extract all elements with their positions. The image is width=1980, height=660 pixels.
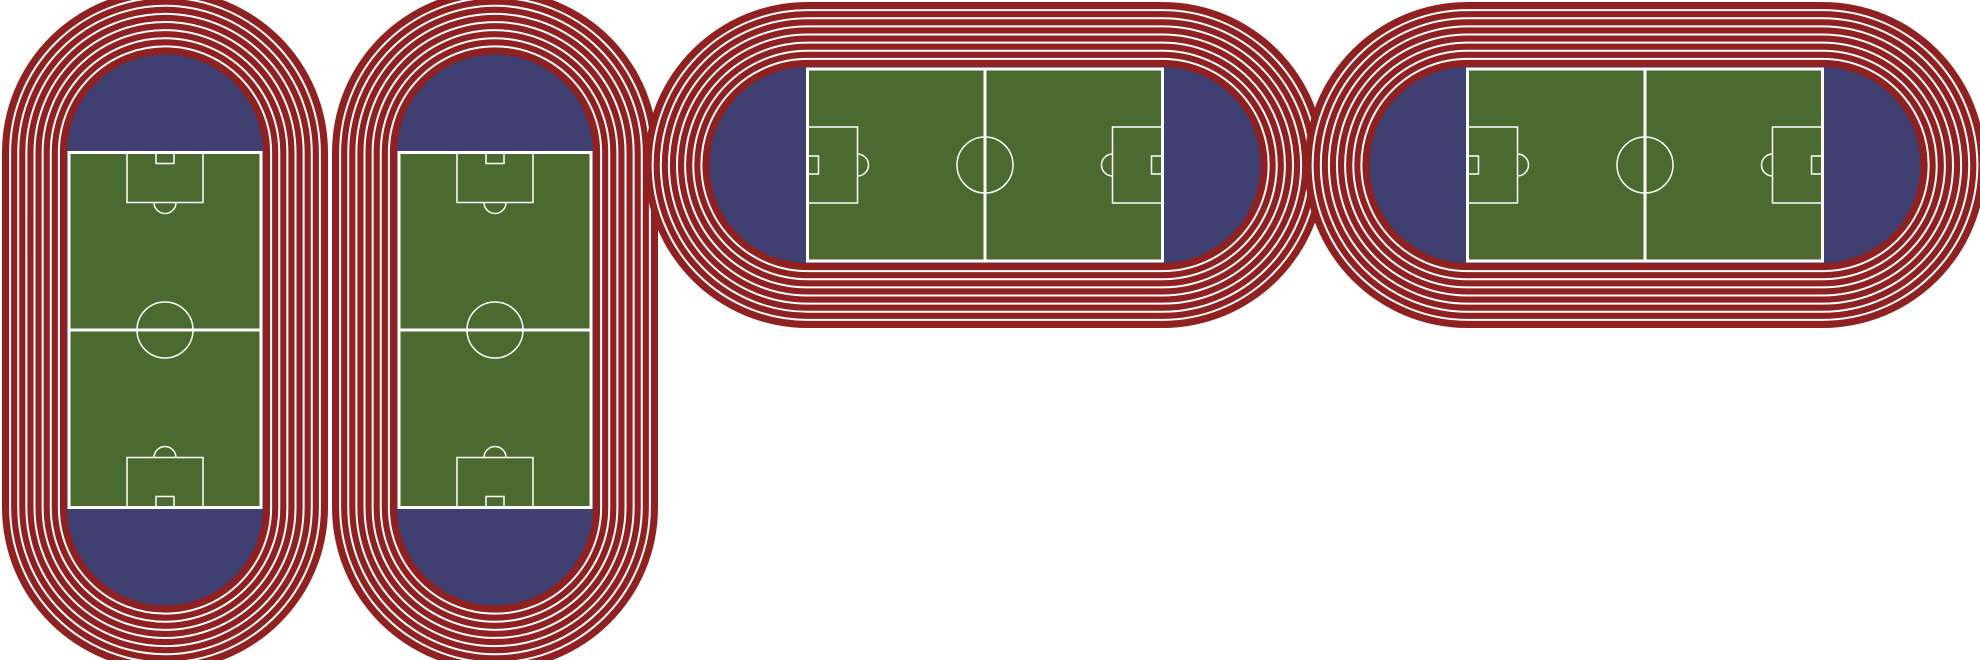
goal-box-start [485,151,505,165]
lane-line [41,29,289,631]
lane-line [371,29,619,631]
lane-line [387,45,603,615]
goal-box-start [1466,155,1480,175]
goal-box-start [155,151,175,165]
lane-lines [339,0,651,660]
lane-line [1360,57,1930,273]
lane-line [651,9,1319,321]
stadium-3-pitch [806,67,1164,263]
stadium-1-pitch [67,151,263,509]
lane-line [1319,17,1971,313]
penalty-arc-start [857,153,870,177]
lane-line [1327,25,1963,305]
lane-line [347,4,643,656]
stadium-4-pitch [1466,67,1824,263]
penalty-arc-end [153,445,177,458]
center-circle [956,136,1014,194]
goal-box-end [1150,155,1164,175]
lane-line [676,33,1294,297]
lane-lines [651,9,1319,321]
penalty-arc-end [1760,153,1773,177]
penalty-arc-start [483,202,507,215]
stadium-4 [1304,2,1980,328]
penalty-arc-end [483,445,507,458]
lane-line [1311,9,1979,321]
penalty-arc-end [1100,153,1113,177]
penalty-arc-start [1517,153,1530,177]
center-circle [466,301,524,359]
lane-line [684,41,1286,289]
lane-line [33,21,297,639]
lane-line [57,45,273,615]
lane-line [379,37,611,623]
stadium-1 [2,0,328,660]
lane-line [355,12,635,648]
lane-line [339,0,651,660]
center-circle [136,301,194,359]
lane-line [1352,49,1938,281]
center-circle [1616,136,1674,194]
goal-box-end [485,495,505,509]
lane-line [49,37,281,623]
lane-line [692,49,1278,281]
lane-line [363,21,627,639]
lane-line [700,57,1270,273]
lane-line [17,4,313,656]
goal-box-end [1810,155,1824,175]
lane-line [659,17,1311,313]
lane-line [25,12,305,648]
lane-line [1344,41,1946,289]
lane-lines [1311,9,1979,321]
goal-box-end [155,495,175,509]
penalty-arc-start [153,202,177,215]
stadium-2-pitch [397,151,593,509]
stadium-2 [332,0,658,660]
stadium-3 [644,2,1326,328]
lane-line [1336,33,1954,297]
lane-lines [9,0,321,660]
goal-box-start [806,155,820,175]
lane-line [9,0,321,660]
lane-line [667,25,1303,305]
